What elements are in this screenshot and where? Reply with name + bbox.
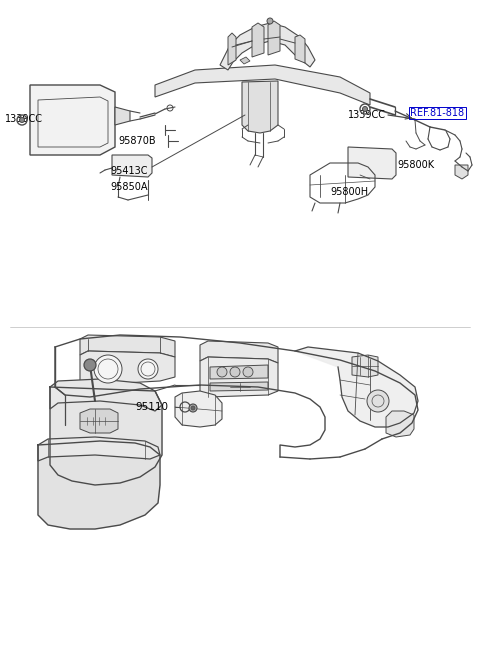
Polygon shape (252, 23, 264, 57)
Circle shape (191, 406, 195, 410)
Circle shape (267, 18, 273, 24)
Polygon shape (38, 437, 160, 461)
Circle shape (189, 404, 197, 412)
Text: REF.81-818: REF.81-818 (410, 108, 464, 118)
Polygon shape (455, 165, 468, 179)
Polygon shape (268, 21, 280, 55)
Circle shape (243, 367, 253, 377)
Polygon shape (80, 351, 175, 385)
Polygon shape (155, 65, 370, 105)
Circle shape (138, 359, 158, 379)
Polygon shape (210, 382, 268, 391)
Polygon shape (240, 57, 250, 64)
Circle shape (217, 367, 227, 377)
Polygon shape (352, 355, 378, 377)
Polygon shape (348, 147, 396, 179)
Polygon shape (295, 35, 305, 63)
Polygon shape (220, 23, 315, 70)
Polygon shape (115, 107, 130, 125)
Circle shape (367, 390, 389, 412)
Polygon shape (210, 365, 268, 379)
Polygon shape (38, 441, 160, 529)
Polygon shape (295, 347, 418, 427)
Polygon shape (80, 409, 118, 433)
Text: 95110: 95110 (135, 402, 168, 412)
Circle shape (84, 359, 96, 371)
Polygon shape (50, 379, 162, 411)
Polygon shape (242, 81, 278, 133)
Polygon shape (386, 411, 414, 437)
Polygon shape (112, 155, 152, 177)
Polygon shape (175, 391, 222, 427)
Text: 1339CC: 1339CC (348, 110, 386, 120)
Circle shape (20, 117, 24, 122)
Polygon shape (228, 33, 236, 65)
Text: 95800K: 95800K (397, 160, 434, 170)
Polygon shape (30, 85, 115, 155)
Circle shape (362, 107, 368, 111)
Circle shape (94, 355, 122, 383)
Polygon shape (200, 357, 278, 397)
Polygon shape (80, 335, 175, 357)
Circle shape (230, 367, 240, 377)
Text: 95413C: 95413C (110, 166, 147, 176)
Text: 95800H: 95800H (330, 187, 368, 197)
Text: 95850A: 95850A (110, 182, 147, 192)
Polygon shape (50, 387, 162, 485)
Text: 95870B: 95870B (118, 136, 156, 146)
Polygon shape (200, 341, 278, 363)
Text: 1339CC: 1339CC (5, 114, 43, 124)
